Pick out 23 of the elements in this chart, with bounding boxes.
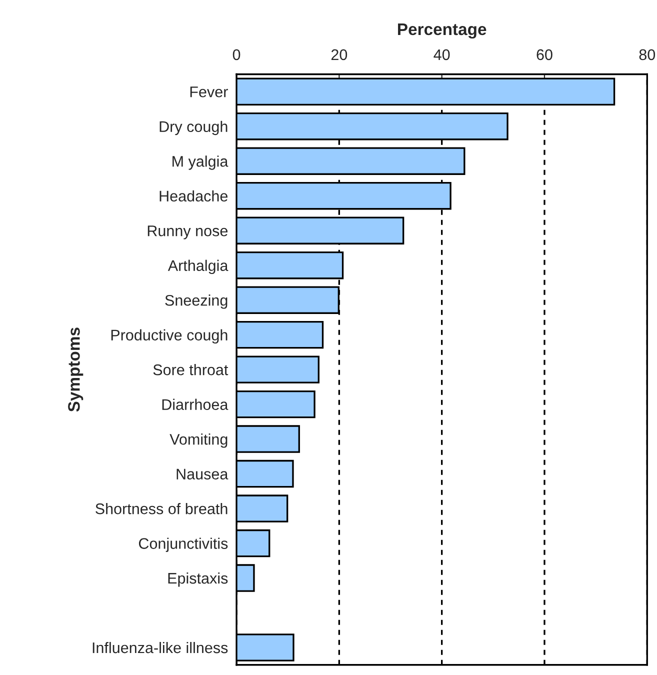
y-tick-label: Shortness of breath — [96, 502, 228, 514]
y-tick-label: Productive cough — [111, 329, 228, 344]
y-tick-label: Diarrhoea — [162, 398, 228, 410]
y-tick-label: Fever — [190, 86, 228, 98]
x-tick-label: 80 — [639, 49, 656, 60]
y-tick-label: Sneezing — [165, 294, 228, 309]
y-tick-label: Headache — [160, 190, 228, 202]
x-tick-label: 0 — [232, 49, 240, 60]
y-tick-label: Vomiting — [170, 434, 228, 448]
y-axis-title: Symptoms — [68, 328, 84, 412]
y-tick-label: Conjunctivitis — [138, 538, 228, 552]
y-tick-label: M yalgia — [172, 156, 228, 170]
y-tick-label: Arthalgia — [168, 260, 228, 274]
x-tick-label: 60 — [536, 49, 552, 60]
y-tick-label: Runny nose — [148, 226, 228, 240]
y-tick-label: Influenza-like illness — [92, 642, 228, 654]
x-tick-label: 40 — [434, 49, 450, 60]
y-tick-label: Nausea — [176, 468, 228, 480]
y-tick-label: Dry cough — [160, 120, 228, 136]
x-axis-title: Percentage — [398, 24, 486, 39]
y-tick-label: Epistaxis — [168, 572, 228, 587]
x-tick-label: 20 — [331, 49, 348, 60]
y-tick-label: Sore throat — [153, 364, 228, 376]
